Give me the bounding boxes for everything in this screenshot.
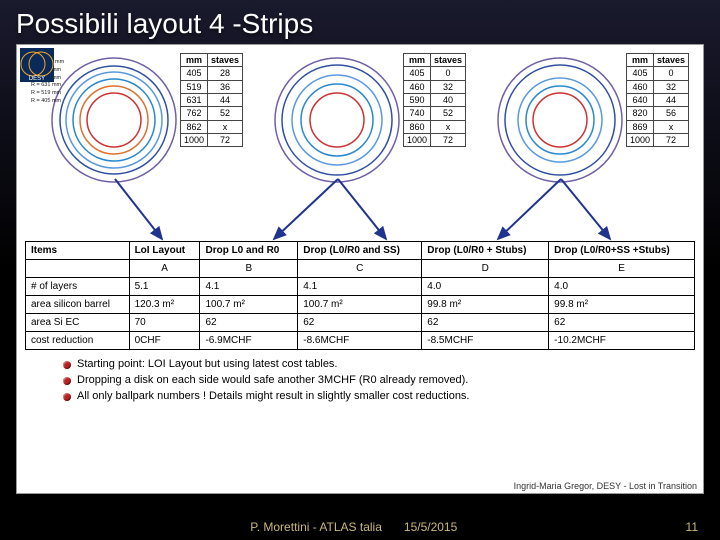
table-row: area Si EC7062626262 bbox=[26, 314, 695, 332]
page-footer: P. Morettini - ATLAS talia 15/5/2015 11 bbox=[0, 520, 720, 534]
arrows-layer bbox=[17, 175, 703, 245]
table-letter-cell: C bbox=[298, 260, 422, 278]
table-letter-cell: A bbox=[129, 260, 200, 278]
bullet-item: Starting point: LOI Layout but using lat… bbox=[63, 356, 691, 372]
comparison-table: ItemsLoI LayoutDrop L0 and R0Drop (L0/R0… bbox=[25, 241, 695, 350]
footer-author: P. Morettini - ATLAS talia bbox=[250, 520, 382, 534]
desy-logo: DESY bbox=[20, 48, 54, 82]
ring-mini-table: mmstaves40528519366314476252862x100072 bbox=[180, 53, 243, 147]
slide-title: Possibili layout 4 -Strips bbox=[0, 0, 720, 44]
bullet-list: Starting point: LOI Layout but using lat… bbox=[17, 350, 703, 404]
footer-date: 15/5/2015 bbox=[404, 520, 457, 534]
table-letter-cell: B bbox=[200, 260, 298, 278]
table-letter-cell bbox=[26, 260, 130, 278]
bullet-item: Dropping a disk on each side would safe … bbox=[63, 372, 691, 388]
table-row: cost reduction0CHF-6.9MCHF-8.6MCHF-8.5MC… bbox=[26, 332, 695, 350]
ring-mini-table: mmstaves4050460326404482056869x100072 bbox=[626, 53, 689, 147]
footer-page: 11 bbox=[686, 520, 698, 534]
inner-footer: Ingrid-Maria Gregor, DESY - Lost in Tran… bbox=[514, 481, 697, 491]
slide-content: DESY R = 1000 mmR = 862 mmR = 762 mmR = … bbox=[16, 44, 704, 494]
table-letter-cell: D bbox=[422, 260, 549, 278]
table-row: # of layers5.14.14.14.04.0 bbox=[26, 278, 695, 296]
svg-text:DESY: DESY bbox=[29, 76, 45, 82]
bullet-item: All only ballpark numbers ! Details migh… bbox=[63, 388, 691, 404]
ring-mini-table: mmstaves4050460325904074052860x100072 bbox=[403, 53, 466, 147]
table-letter-cell: E bbox=[549, 260, 695, 278]
table-row: area silicon barrel120.3 m²100.7 m²100.7… bbox=[26, 296, 695, 314]
